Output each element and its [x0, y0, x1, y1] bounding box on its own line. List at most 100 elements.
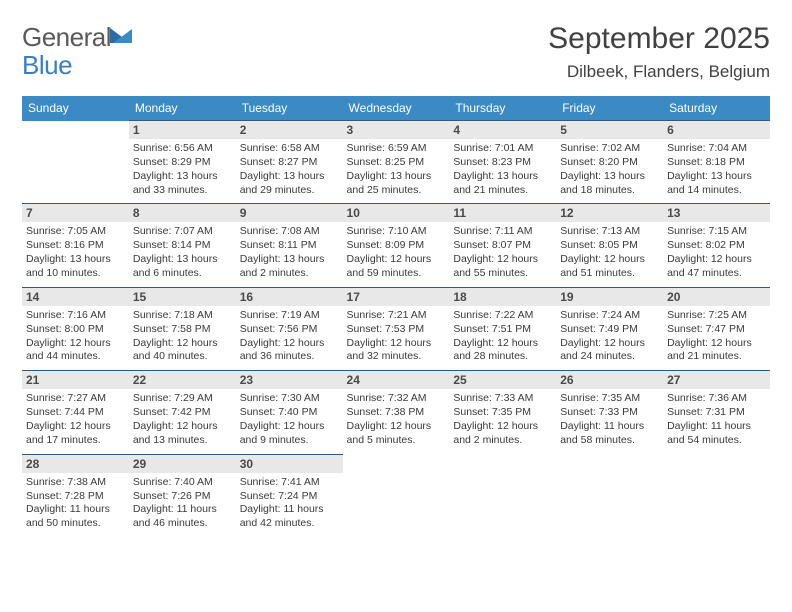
- weekday-heading: Friday: [556, 96, 663, 121]
- page-header: General September 2025 Dilbeek, Flanders…: [22, 22, 770, 82]
- brand-logo: General: [22, 22, 133, 53]
- logo-word1: General: [22, 22, 111, 53]
- day-number: 21: [22, 371, 129, 389]
- weekday-header-row: Sunday Monday Tuesday Wednesday Thursday…: [22, 96, 770, 121]
- weekday-heading: Thursday: [449, 96, 556, 121]
- calendar-day-cell: 16 Sunrise: 7:19 AMSunset: 7:56 PMDayligh…: [236, 287, 343, 370]
- day-number: 13: [663, 204, 770, 222]
- calendar-body: 1 Sunrise: 6:56 AMSunset: 8:29 PMDaylight…: [22, 121, 770, 538]
- sunrise-sunset-text: Sunrise: 7:29 AMSunset: 7:42 PMDaylight:…: [133, 392, 232, 447]
- sunrise-sunset-text: Sunrise: 7:21 AMSunset: 7:53 PMDaylight:…: [347, 309, 446, 364]
- day-number: 8: [129, 204, 236, 222]
- weekday-heading: Monday: [129, 96, 236, 121]
- day-number: 27: [663, 371, 770, 389]
- calendar-day-cell: [556, 454, 663, 537]
- month-title: September 2025: [548, 22, 770, 56]
- sunrise-sunset-text: Sunrise: 7:27 AMSunset: 7:44 PMDaylight:…: [26, 392, 125, 447]
- calendar-day-cell: 17 Sunrise: 7:21 AMSunset: 7:53 PMDayligh…: [343, 287, 450, 370]
- logo-word2: Blue: [22, 50, 72, 80]
- location-text: Dilbeek, Flanders, Belgium: [548, 62, 770, 82]
- calendar-day-cell: 22Sunrise: 7:29 AMSunset: 7:42 PMDayligh…: [129, 371, 236, 454]
- day-number: 30: [236, 455, 343, 473]
- sunrise-sunset-text: Sunrise: 6:58 AMSunset: 8:27 PMDaylight:…: [240, 142, 339, 197]
- logo-word2-wrap: Blue: [22, 50, 72, 81]
- weekday-heading: Saturday: [663, 96, 770, 121]
- calendar-day-cell: 19 Sunrise: 7:24 AMSunset: 7:49 PMDayligh…: [556, 287, 663, 370]
- day-number: 12: [556, 204, 663, 222]
- sunrise-sunset-text: Sunrise: 7:24 AMSunset: 7:49 PMDaylight:…: [560, 309, 659, 364]
- sunrise-sunset-text: Sunrise: 6:59 AMSunset: 8:25 PMDaylight:…: [347, 142, 446, 197]
- sunrise-sunset-text: Sunrise: 7:19 AMSunset: 7:56 PMDaylight:…: [240, 309, 339, 364]
- calendar-day-cell: 4Sunrise: 7:01 AMSunset: 8:23 PMDaylight…: [449, 121, 556, 204]
- day-number: 7: [22, 204, 129, 222]
- day-number: 25: [449, 371, 556, 389]
- sunrise-sunset-text: Sunrise: 6:56 AMSunset: 8:29 PMDaylight:…: [133, 142, 232, 197]
- weekday-heading: Tuesday: [236, 96, 343, 121]
- title-block: September 2025 Dilbeek, Flanders, Belgiu…: [548, 22, 770, 82]
- calendar-day-cell: 10 Sunrise: 7:10 AMSunset: 8:09 PMDayligh…: [343, 204, 450, 287]
- sunrise-sunset-text: Sunrise: 7:11 AMSunset: 8:07 PMDaylight:…: [453, 225, 552, 280]
- day-number: 24: [343, 371, 450, 389]
- day-number: 1: [129, 121, 236, 139]
- weekday-heading: Sunday: [22, 96, 129, 121]
- calendar-day-cell: 1 Sunrise: 6:56 AMSunset: 8:29 PMDaylight…: [129, 121, 236, 204]
- calendar-week-row: 28Sunrise: 7:38 AMSunset: 7:28 PMDayligh…: [22, 454, 770, 537]
- weekday-heading: Wednesday: [343, 96, 450, 121]
- sunrise-sunset-text: Sunrise: 7:30 AMSunset: 7:40 PMDaylight:…: [240, 392, 339, 447]
- sunrise-sunset-text: Sunrise: 7:02 AMSunset: 8:20 PMDaylight:…: [560, 142, 659, 197]
- calendar-day-cell: 18Sunrise: 7:22 AMSunset: 7:51 PMDayligh…: [449, 287, 556, 370]
- calendar-day-cell: 14Sunrise: 7:16 AMSunset: 8:00 PMDayligh…: [22, 287, 129, 370]
- day-number: 10: [343, 204, 450, 222]
- sunrise-sunset-text: Sunrise: 7:07 AMSunset: 8:14 PMDaylight:…: [133, 225, 232, 280]
- calendar-day-cell: [663, 454, 770, 537]
- day-number: 9: [236, 204, 343, 222]
- calendar-table: Sunday Monday Tuesday Wednesday Thursday…: [22, 96, 770, 537]
- calendar-day-cell: 23Sunrise: 7:30 AMSunset: 7:40 PMDayligh…: [236, 371, 343, 454]
- triangle-icon: [110, 25, 132, 48]
- sunrise-sunset-text: Sunrise: 7:35 AMSunset: 7:33 PMDaylight:…: [560, 392, 659, 447]
- calendar-day-cell: 9 Sunrise: 7:08 AMSunset: 8:11 PMDaylight…: [236, 204, 343, 287]
- calendar-day-cell: 21 Sunrise: 7:27 AMSunset: 7:44 PMDayligh…: [22, 371, 129, 454]
- calendar-day-cell: 3Sunrise: 6:59 AMSunset: 8:25 PMDaylight…: [343, 121, 450, 204]
- calendar-day-cell: [22, 121, 129, 204]
- sunrise-sunset-text: Sunrise: 7:32 AMSunset: 7:38 PMDaylight:…: [347, 392, 446, 447]
- calendar-day-cell: 13Sunrise: 7:15 AMSunset: 8:02 PMDayligh…: [663, 204, 770, 287]
- sunrise-sunset-text: Sunrise: 7:40 AMSunset: 7:26 PMDaylight:…: [133, 476, 232, 531]
- calendar-day-cell: 27Sunrise: 7:36 AMSunset: 7:31 PMDayligh…: [663, 371, 770, 454]
- sunrise-sunset-text: Sunrise: 7:04 AMSunset: 8:18 PMDaylight:…: [667, 142, 766, 197]
- day-number: 5: [556, 121, 663, 139]
- day-number: 18: [449, 288, 556, 306]
- day-number: 4: [449, 121, 556, 139]
- day-number: 14: [22, 288, 129, 306]
- day-number: 19: [556, 288, 663, 306]
- day-number: 20: [663, 288, 770, 306]
- day-number: 17: [343, 288, 450, 306]
- sunrise-sunset-text: Sunrise: 7:08 AMSunset: 8:11 PMDaylight:…: [240, 225, 339, 280]
- calendar-week-row: 7 Sunrise: 7:05 AMSunset: 8:16 PMDaylight…: [22, 204, 770, 287]
- day-number: 29: [129, 455, 236, 473]
- calendar-day-cell: 15Sunrise: 7:18 AMSunset: 7:58 PMDayligh…: [129, 287, 236, 370]
- sunrise-sunset-text: Sunrise: 7:41 AMSunset: 7:24 PMDaylight:…: [240, 476, 339, 531]
- calendar-day-cell: 5 Sunrise: 7:02 AMSunset: 8:20 PMDaylight…: [556, 121, 663, 204]
- calendar-day-cell: 11 Sunrise: 7:11 AMSunset: 8:07 PMDayligh…: [449, 204, 556, 287]
- calendar-day-cell: 2 Sunrise: 6:58 AMSunset: 8:27 PMDaylight…: [236, 121, 343, 204]
- day-number: 28: [22, 455, 129, 473]
- calendar-day-cell: 20Sunrise: 7:25 AMSunset: 7:47 PMDayligh…: [663, 287, 770, 370]
- calendar-day-cell: 12 Sunrise: 7:13 AMSunset: 8:05 PMDayligh…: [556, 204, 663, 287]
- day-number: 11: [449, 204, 556, 222]
- sunrise-sunset-text: Sunrise: 7:13 AMSunset: 8:05 PMDaylight:…: [560, 225, 659, 280]
- sunrise-sunset-text: Sunrise: 7:33 AMSunset: 7:35 PMDaylight:…: [453, 392, 552, 447]
- day-number: 16: [236, 288, 343, 306]
- calendar-day-cell: 28Sunrise: 7:38 AMSunset: 7:28 PMDayligh…: [22, 454, 129, 537]
- day-number: 6: [663, 121, 770, 139]
- sunrise-sunset-text: Sunrise: 7:05 AMSunset: 8:16 PMDaylight:…: [26, 225, 125, 280]
- calendar-day-cell: 26 Sunrise: 7:35 AMSunset: 7:33 PMDayligh…: [556, 371, 663, 454]
- sunrise-sunset-text: Sunrise: 7:10 AMSunset: 8:09 PMDaylight:…: [347, 225, 446, 280]
- day-number: 2: [236, 121, 343, 139]
- calendar-page: General September 2025 Dilbeek, Flanders…: [0, 0, 792, 537]
- calendar-day-cell: 6 Sunrise: 7:04 AMSunset: 8:18 PMDaylight…: [663, 121, 770, 204]
- calendar-day-cell: 25 Sunrise: 7:33 AMSunset: 7:35 PMDayligh…: [449, 371, 556, 454]
- day-number: 26: [556, 371, 663, 389]
- calendar-day-cell: 29 Sunrise: 7:40 AMSunset: 7:26 PMDayligh…: [129, 454, 236, 537]
- calendar-day-cell: 30 Sunrise: 7:41 AMSunset: 7:24 PMDayligh…: [236, 454, 343, 537]
